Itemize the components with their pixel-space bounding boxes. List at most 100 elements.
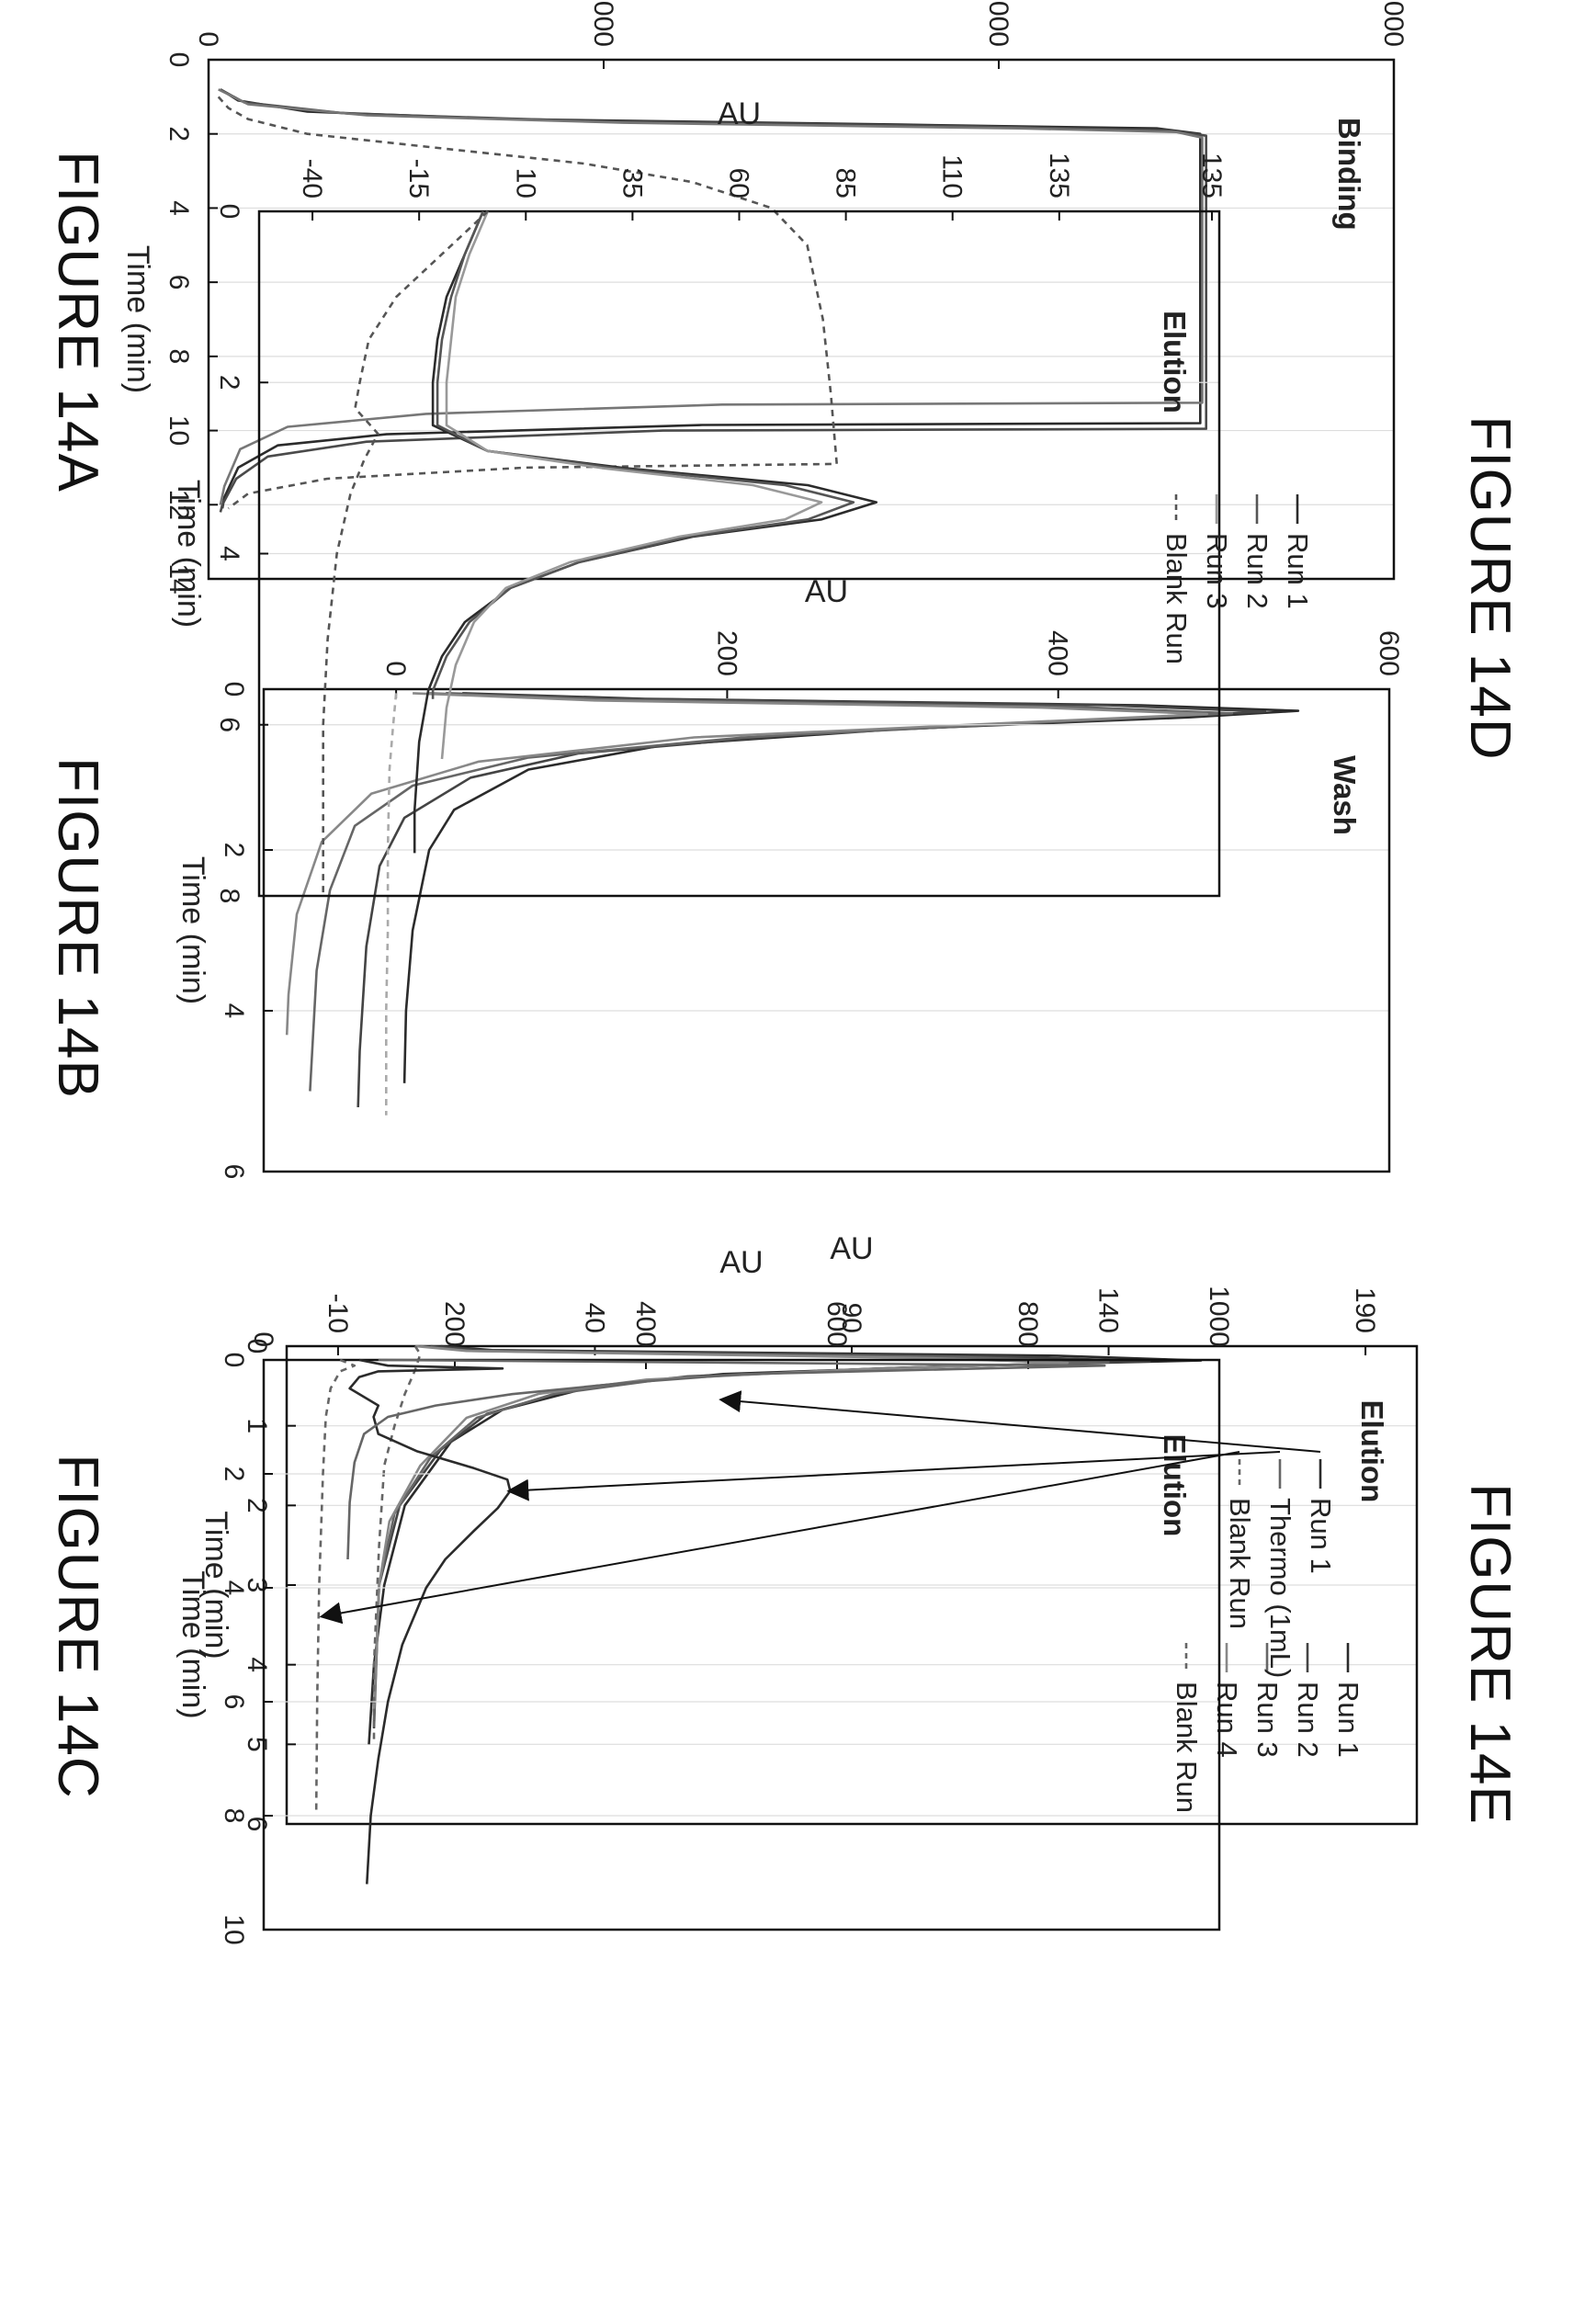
y-tick-label: -40 — [297, 159, 327, 198]
y-tick-label: 40 — [579, 1303, 609, 1333]
x-tick-label: 8 — [219, 1808, 249, 1824]
series-line-3 — [372, 1344, 1070, 1713]
x-tick-label: 0 — [242, 1339, 272, 1354]
y-tick-label: 400 — [1043, 630, 1073, 676]
y-tick-label: 600 — [1374, 630, 1404, 676]
x-tick-label: 4 — [219, 1003, 249, 1019]
annotation-arrow — [719, 1390, 1321, 1453]
annotation-arrow — [319, 1451, 1240, 1625]
series-line-1 — [346, 1358, 1106, 1560]
legend-entry: Run 3 — [1201, 533, 1233, 609]
chart-panel-1: 0 2 4 6 0 200 400 600 Time (min) AU Wash — [175, 574, 1404, 1179]
panel-title: Elution — [1158, 311, 1192, 413]
y-tick-label: 0 — [193, 31, 223, 47]
series-line-0 — [413, 210, 878, 854]
y-axis-label: AU — [830, 1231, 873, 1266]
y-tick-label: 4000 — [983, 0, 1013, 47]
x-tick-label: 6 — [219, 1694, 249, 1710]
series-line-2 — [314, 1358, 357, 1810]
chart-panel-0: 0 2 4 6 8 10 12 14 0 2000 4000 6000 Time (min) AU Bind… — [120, 0, 1409, 595]
x-tick-label: 0 — [214, 204, 244, 220]
legend-entry: Run 2 — [1241, 533, 1273, 609]
plot-frame — [262, 1358, 1221, 1931]
y-tick-label: 2000 — [588, 0, 618, 47]
y-tick-label: 600 — [821, 1301, 852, 1347]
legend-entry: Blank Run — [1224, 1498, 1256, 1629]
y-tick-label: 85 — [831, 168, 861, 198]
panel-title: Elution — [1158, 1433, 1192, 1536]
series-line-2 — [440, 210, 823, 760]
x-tick-label: 14 — [164, 563, 194, 594]
x-tick-label: 10 — [219, 1914, 249, 1944]
series-line-1 — [431, 210, 855, 699]
x-tick-label: 0 — [219, 1353, 249, 1368]
y-tick-label: 135 — [1044, 153, 1074, 198]
x-tick-label: 6 — [214, 717, 244, 732]
legend-entry: Run 2 — [1292, 1682, 1324, 1758]
x-axis-label: Time (min) — [175, 1570, 210, 1718]
y-tick-label: 190 — [1350, 1287, 1380, 1333]
y-tick-label: 1000 — [1204, 1286, 1234, 1347]
x-tick-label: 0 — [164, 52, 194, 68]
plot-frame — [262, 687, 1391, 1173]
x-tick-label: 6 — [219, 1164, 249, 1180]
legend-entry: Run 3 — [1251, 1682, 1284, 1758]
series-line-2 — [218, 88, 1204, 505]
legend-entry: Run 1 — [1332, 1682, 1364, 1758]
x-tick-label: 4 — [164, 200, 194, 216]
x-tick-label: 1 — [242, 1418, 272, 1433]
series-line-3 — [285, 692, 1209, 1036]
y-tick-label: 0 — [380, 661, 411, 676]
x-tick-label: 10 — [164, 415, 194, 446]
y-tick-label: 140 — [1093, 1287, 1124, 1333]
legend-entry: Run 1 — [1305, 1498, 1337, 1574]
legend-entry: Thermo (1mL) — [1264, 1498, 1296, 1678]
x-tick-label: 8 — [164, 349, 194, 365]
x-axis-label: Time (min) — [171, 480, 206, 628]
legend-entry: Run 4 — [1211, 1682, 1243, 1758]
x-tick-label: 4 — [219, 1580, 249, 1596]
x-tick-label: 5 — [242, 1737, 272, 1752]
y-tick-label: 200 — [439, 1301, 470, 1347]
x-tick-label: 2 — [219, 1467, 249, 1482]
y-tick-label: 800 — [1013, 1301, 1043, 1347]
y-tick-label: 135 — [1196, 153, 1227, 198]
series-line-4 — [372, 1345, 422, 1745]
series-line-0 — [402, 692, 1300, 1083]
y-tick-label: 400 — [630, 1301, 661, 1347]
y-tick-label: 35 — [617, 168, 647, 198]
x-tick-label: 0 — [219, 682, 249, 697]
series-line-0 — [348, 1358, 512, 1885]
y-tick-label: 200 — [711, 630, 741, 676]
legend-entry: Blank Run — [1171, 1682, 1203, 1813]
plot-frame — [207, 58, 1396, 581]
y-tick-label: 90 — [836, 1303, 866, 1333]
annotation-arrow — [506, 1451, 1281, 1501]
panel-title: Binding — [1332, 118, 1366, 231]
x-tick-label: 12 — [164, 490, 194, 520]
y-tick-label: 0 — [248, 1331, 278, 1347]
panel-title: Wash — [1328, 755, 1362, 835]
x-tick-label: 2 — [242, 1498, 272, 1513]
x-axis-label: Time (min) — [120, 245, 155, 393]
y-tick-label: 110 — [937, 154, 968, 198]
series-line-3 — [322, 210, 489, 896]
x-axis-label: Time (min) — [175, 856, 210, 1004]
series-line-1 — [357, 692, 1267, 1108]
x-tick-label: 4 — [242, 1657, 272, 1672]
legend-entry: Blank Run — [1160, 533, 1193, 664]
x-axis-label: Time (min) — [198, 1511, 233, 1659]
series-line-2 — [309, 692, 1234, 1092]
x-tick-label: 8 — [214, 889, 244, 904]
y-tick-label: -15 — [403, 159, 434, 198]
x-tick-label: 2 — [164, 126, 194, 142]
legend-entry: Run 1 — [1282, 533, 1314, 609]
series-line-4 — [384, 693, 398, 1116]
chart-panel-3: 0 2 4 6 8 -40 -15 10 35 60 85 110 135 135 Time (min) AU… — [171, 96, 1314, 903]
y-axis-label: AU — [805, 574, 848, 609]
x-tick-label: 6 — [164, 275, 194, 290]
y-tick-label: 60 — [724, 168, 754, 198]
